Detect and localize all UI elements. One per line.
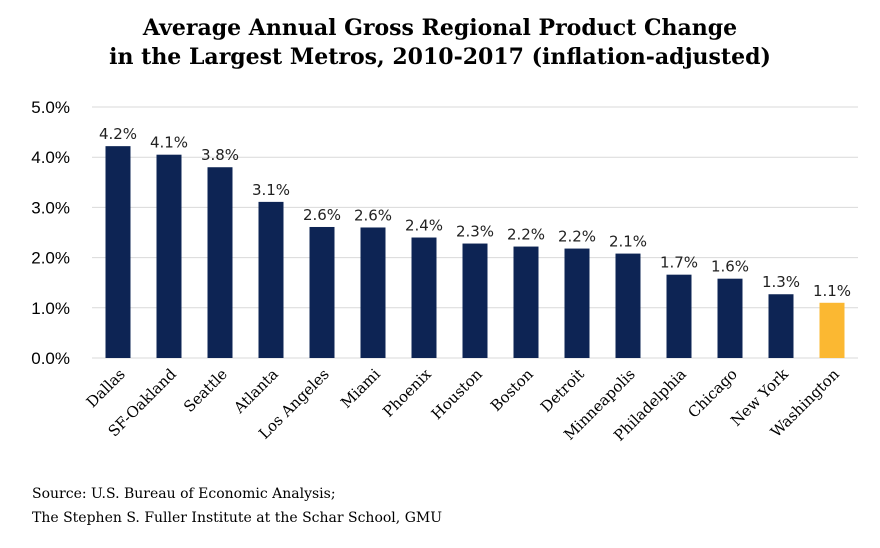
bar-chicago (717, 278, 743, 358)
y-tick-label: 5.0% (31, 98, 70, 117)
data-label: 2.2% (507, 226, 545, 244)
bar-boston (513, 246, 539, 358)
data-label: 3.8% (201, 146, 239, 164)
y-tick-label: 3.0% (31, 198, 70, 217)
bar-washington (819, 302, 845, 358)
x-category-label: Dallas (83, 365, 129, 411)
chart-title-line-1: Average Annual Gross Regional Product Ch… (142, 15, 738, 41)
bar-sf-oakland (156, 154, 182, 358)
data-label: 1.6% (711, 258, 749, 276)
bar-detroit (564, 248, 590, 358)
x-category-label: Houston (428, 365, 486, 423)
data-label: 2.4% (405, 217, 443, 235)
bar-dallas (105, 146, 131, 358)
data-label: 1.7% (660, 254, 698, 272)
data-label: 4.2% (99, 125, 137, 143)
data-label: 2.1% (609, 233, 647, 251)
data-label: 2.3% (456, 223, 494, 241)
y-axis-ticks: 0.0% 1.0% 2.0% 3.0% 4.0% 5.0% (31, 98, 70, 368)
data-label: 2.6% (303, 206, 341, 224)
x-category-label: Detroit (537, 365, 588, 416)
bar-seattle (207, 167, 233, 358)
bar-new-york (768, 294, 794, 358)
data-label: 2.2% (558, 228, 596, 246)
y-tick-label: 1.0% (31, 299, 70, 318)
bar-phoenix (411, 237, 437, 358)
y-tick-label: 4.0% (31, 148, 70, 167)
x-category-label: Boston (487, 365, 537, 415)
bar-houston (462, 243, 488, 358)
x-category-label: Miami (337, 365, 384, 412)
data-label: 1.1% (813, 282, 851, 300)
data-label: 3.1% (252, 181, 290, 199)
bar-los-angeles (309, 226, 335, 358)
bar-miami (360, 227, 386, 358)
source-note: Source: U.S. Bureau of Economic Analysis… (32, 482, 442, 530)
y-tick-label: 2.0% (31, 249, 70, 268)
source-line-2: The Stephen S. Fuller Institute at the S… (32, 510, 443, 526)
bar-minneapolis (615, 253, 641, 358)
y-tick-label: 0.0% (31, 349, 70, 368)
bar-philadelphia (666, 274, 692, 358)
bar-atlanta (258, 201, 284, 358)
bars (105, 146, 845, 358)
x-category-label: Phoenix (379, 365, 435, 421)
data-labels: 4.2% 4.1% 3.8% 3.1% 2.6% 2.6% 2.4% 2.3% 2.2% 2.2%… (99, 125, 851, 300)
data-label: 4.1% (150, 134, 188, 152)
chart-title-line-2: in the Largest Metros, 2010-2017 (inflat… (109, 44, 771, 70)
source-line-1: Source: U.S. Bureau of Economic Analysis… (32, 486, 336, 502)
chart-title: Average Annual Gross Regional Product Ch… (0, 14, 880, 72)
x-category-label: Seattle (180, 365, 231, 416)
x-category-label: Atlanta (230, 365, 282, 417)
data-label: 1.3% (762, 273, 800, 291)
data-label: 2.6% (354, 206, 392, 224)
